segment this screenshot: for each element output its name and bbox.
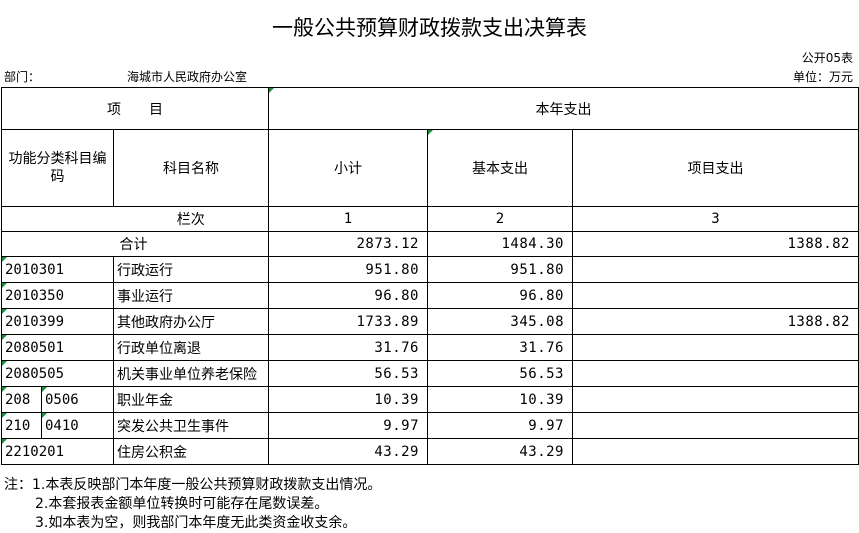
row-name: 机关事业单位养老保险 bbox=[113, 360, 269, 387]
row-project: 1388.82 bbox=[572, 308, 859, 335]
total-basic: 1484.30 bbox=[427, 231, 573, 257]
table-row: 2010350 事业运行 96.80 96.80 bbox=[1, 282, 859, 309]
row-project bbox=[572, 256, 859, 283]
row-code: 2010350 bbox=[1, 282, 114, 309]
row-subtotal: 31.76 bbox=[268, 334, 428, 361]
table-row: 2010301 行政运行 951.80 951.80 bbox=[1, 256, 859, 283]
row-code-suffix: 0410 bbox=[41, 412, 114, 439]
table-row: 2010399 其他政府办公厅 1733.89 345.08 1388.82 bbox=[1, 308, 859, 335]
row-basic: 9.97 bbox=[427, 412, 573, 439]
row-subtotal: 1733.89 bbox=[268, 308, 428, 335]
row-subtotal: 96.80 bbox=[268, 282, 428, 309]
header-basic: 基本支出 bbox=[427, 129, 573, 207]
department-label: 部门： bbox=[4, 70, 41, 84]
row-code-prefix: 210 bbox=[1, 412, 42, 439]
header-item: 项 目 bbox=[1, 87, 269, 130]
unit-label: 单位：万元 bbox=[792, 70, 853, 84]
header-row-2: 功能分类科目编码 科目名称 小计 基本支出 项目支出 bbox=[1, 129, 859, 207]
header-code: 功能分类科目编码 bbox=[1, 129, 114, 207]
index-blank bbox=[1, 206, 114, 232]
row-basic: 345.08 bbox=[427, 308, 573, 335]
note-1: 注：1.本表反映部门本年度一般公共预算财政拨款支出情况。 bbox=[4, 477, 382, 493]
row-basic: 951.80 bbox=[427, 256, 573, 283]
column-index-row: 栏次 1 2 3 bbox=[1, 206, 859, 232]
row-subtotal: 9.97 bbox=[268, 412, 428, 439]
row-name: 突发公共卫生事件 bbox=[113, 412, 269, 439]
row-subtotal: 43.29 bbox=[268, 438, 428, 465]
column-index-2: 2 bbox=[427, 206, 573, 232]
row-subtotal: 56.53 bbox=[268, 360, 428, 387]
row-name: 行政运行 bbox=[113, 256, 269, 283]
expenditure-table: 项 目 本年支出 功能分类科目编码 科目名称 小计 基本支出 项目支出 栏次 1… bbox=[1, 87, 859, 465]
row-project bbox=[572, 412, 859, 439]
note-2: 2.本套报表金额单位转换时可能存在尾数误差。 bbox=[35, 496, 329, 512]
row-project bbox=[572, 334, 859, 361]
note-3: 3.如本表为空，则我部门本年度无此类资金收支余。 bbox=[35, 515, 357, 531]
row-name: 行政单位离退 bbox=[113, 334, 269, 361]
header-subtotal: 小计 bbox=[268, 129, 428, 207]
row-basic: 10.39 bbox=[427, 386, 573, 413]
column-index-3: 3 bbox=[572, 206, 859, 232]
row-name: 职业年金 bbox=[113, 386, 269, 413]
row-basic: 43.29 bbox=[427, 438, 573, 465]
table-row: 2080501 行政单位离退 31.76 31.76 bbox=[1, 334, 859, 361]
row-name: 其他政府办公厅 bbox=[113, 308, 269, 335]
row-subtotal: 951.80 bbox=[268, 256, 428, 283]
column-index-1: 1 bbox=[268, 206, 428, 232]
table-row: 2080505 机关事业单位养老保险 56.53 56.53 bbox=[1, 360, 859, 387]
row-name: 事业运行 bbox=[113, 282, 269, 309]
total-project: 1388.82 bbox=[572, 231, 859, 257]
column-index-label: 栏次 bbox=[113, 206, 269, 232]
department-name: 海城市人民政府办公室 bbox=[127, 70, 248, 84]
table-row: 210 0410 突发公共卫生事件 9.97 9.97 bbox=[1, 412, 859, 439]
total-subtotal: 2873.12 bbox=[268, 231, 428, 257]
row-code: 2010301 bbox=[1, 256, 114, 283]
row-code-suffix: 0506 bbox=[41, 386, 114, 413]
row-code-prefix: 208 bbox=[1, 386, 42, 413]
row-code: 2210201 bbox=[1, 438, 114, 465]
report-title: 一般公共预算财政拨款支出决算表 bbox=[272, 16, 587, 40]
row-basic: 96.80 bbox=[427, 282, 573, 309]
row-code: 2080505 bbox=[1, 360, 114, 387]
table-row: 2210201 住房公积金 43.29 43.29 bbox=[1, 438, 859, 465]
row-project bbox=[572, 360, 859, 387]
row-subtotal: 10.39 bbox=[268, 386, 428, 413]
form-code: 公开05表 bbox=[801, 51, 853, 65]
total-blank bbox=[1, 231, 114, 257]
header-project: 项目支出 bbox=[572, 129, 859, 207]
total-label: 合计 bbox=[113, 231, 269, 257]
row-code: 2080501 bbox=[1, 334, 114, 361]
row-project bbox=[572, 438, 859, 465]
header-row-1: 项 目 本年支出 bbox=[1, 87, 859, 130]
row-code: 2010399 bbox=[1, 308, 114, 335]
notes: 注：1.本表反映部门本年度一般公共预算财政拨款支出情况。 2.本套报表金额单位转… bbox=[4, 476, 381, 533]
total-row: 合计 2873.12 1484.30 1388.82 bbox=[1, 231, 859, 257]
row-project bbox=[572, 386, 859, 413]
row-basic: 56.53 bbox=[427, 360, 573, 387]
row-basic: 31.76 bbox=[427, 334, 573, 361]
table-row: 208 0506 职业年金 10.39 10.39 bbox=[1, 386, 859, 413]
header-current-year: 本年支出 bbox=[268, 87, 859, 130]
row-project bbox=[572, 282, 859, 309]
header-name: 科目名称 bbox=[113, 129, 269, 207]
row-name: 住房公积金 bbox=[113, 438, 269, 465]
